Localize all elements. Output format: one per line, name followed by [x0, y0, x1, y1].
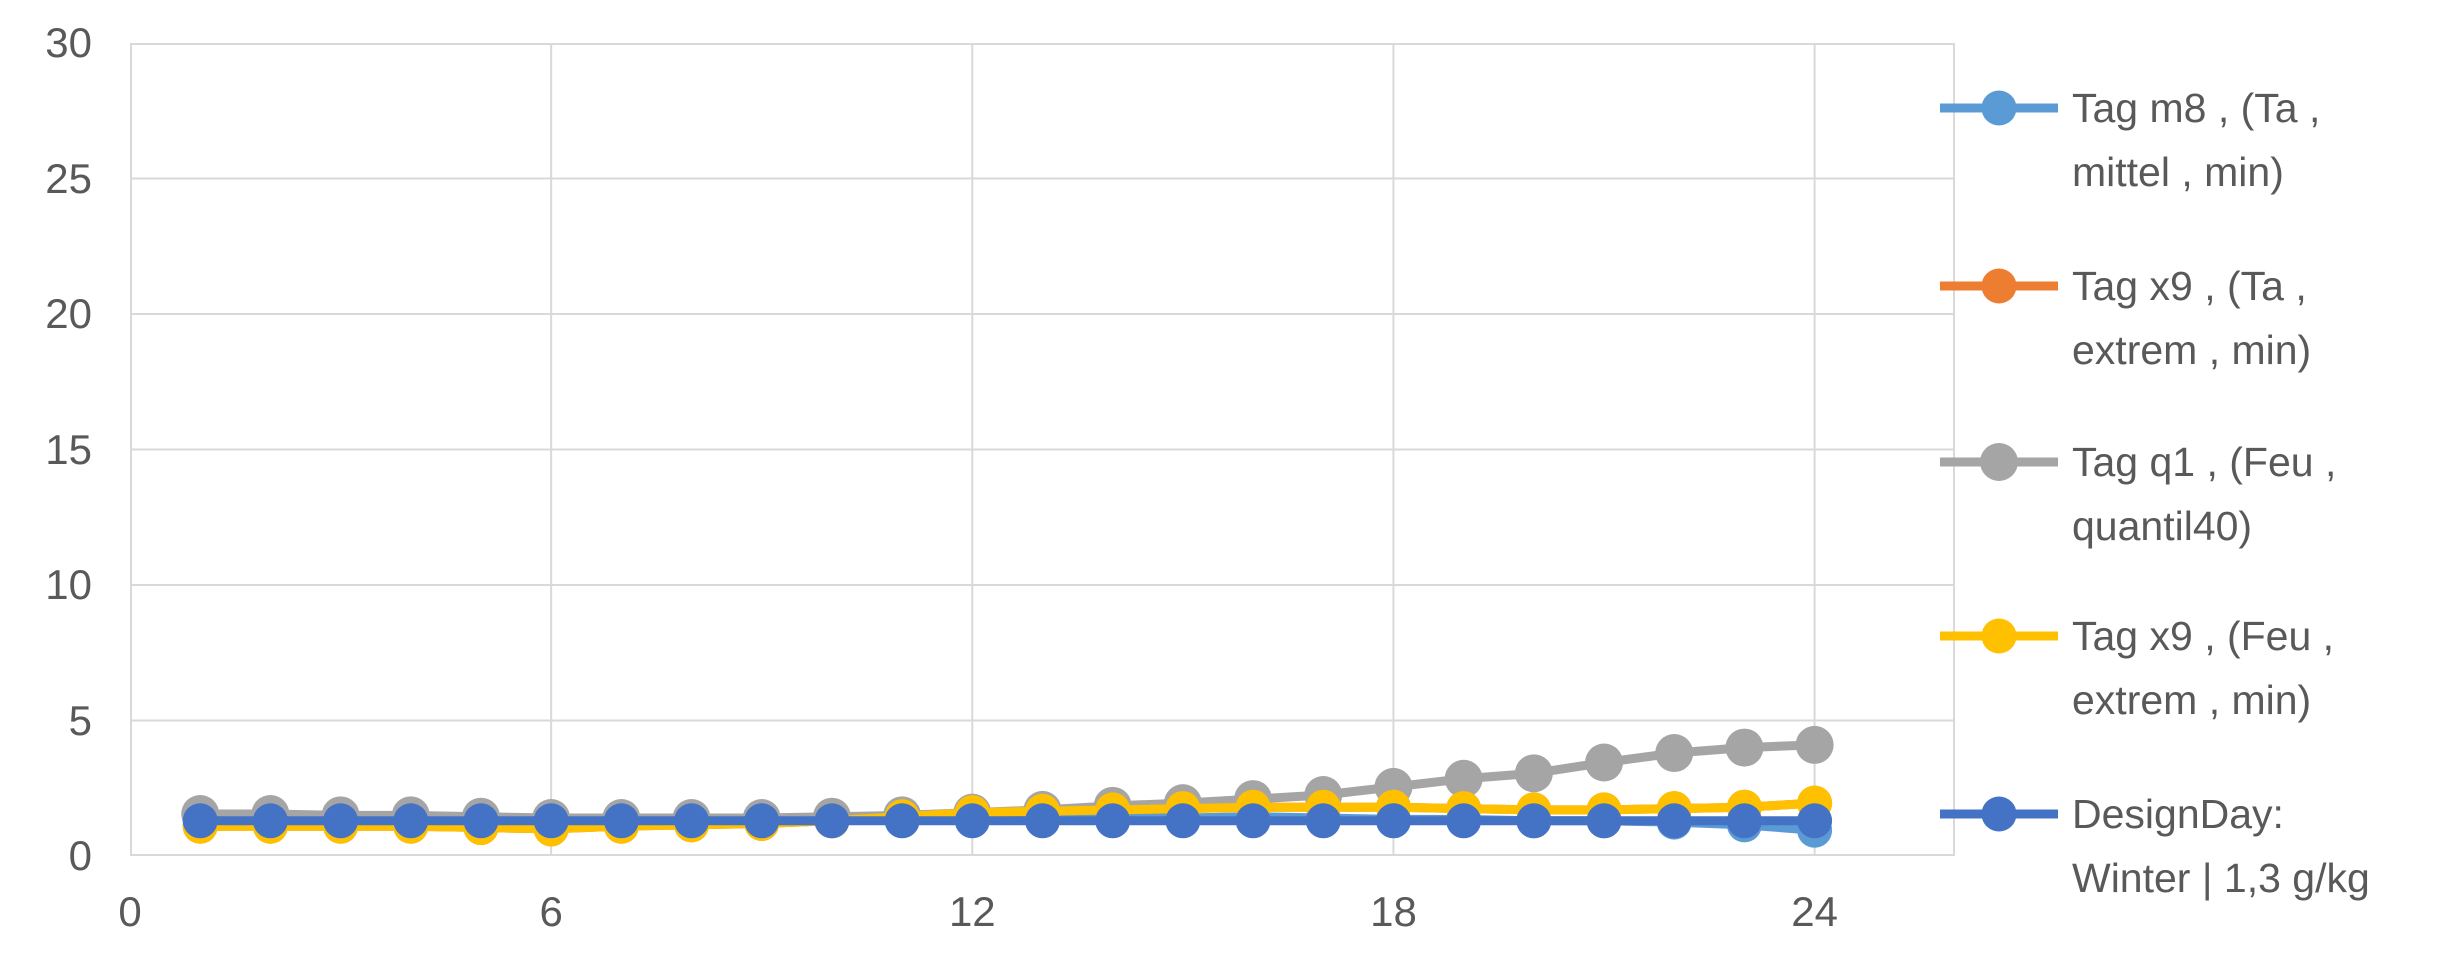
data-point-marker [814, 803, 850, 839]
data-point-marker [1375, 803, 1411, 839]
plot-area [130, 43, 1955, 856]
data-point-marker [1305, 803, 1341, 839]
legend-label-line2: Winter | 1,3 g/kg [2072, 855, 2370, 901]
plot-svg [130, 43, 1955, 856]
legend-item-tag-x9-ta: Tag x9 , (Ta , extrem , min) [1938, 254, 2311, 382]
data-point-marker [1797, 803, 1833, 839]
legend-label-line1: Tag m8 , (Ta , [2072, 85, 2321, 131]
x-tick-label: 24 [1791, 888, 1838, 935]
legend-marker-icon [1940, 443, 2058, 481]
legend-label: Tag x9 , (Ta , extrem , min) [2072, 254, 2311, 382]
data-point-marker [744, 803, 780, 839]
legend-label: Tag q1 , (Feu , quantil40) [2072, 430, 2336, 558]
legend-label-line2: quantil40) [2072, 503, 2253, 549]
data-point-marker [252, 803, 288, 839]
data-point-marker [884, 803, 920, 839]
legend-label-line1: Tag q1 , (Feu , [2072, 439, 2337, 485]
data-point-marker [1725, 728, 1764, 767]
data-point-marker [1165, 803, 1201, 839]
data-point-marker [1795, 725, 1834, 764]
data-point-marker [1446, 803, 1482, 839]
x-tick-label: 12 [948, 888, 996, 935]
legend-item-tag-q1-feu: Tag q1 , (Feu , quantil40) [1938, 430, 2336, 558]
legend-item-tag-m8-ta: Tag m8 , (Ta , mittel , min) [1938, 76, 2320, 204]
data-point-marker [1585, 743, 1624, 782]
y-tick-label: 10 [45, 561, 92, 608]
data-point-marker [1586, 803, 1622, 839]
y-tick-label: 20 [45, 290, 92, 337]
data-point-marker [533, 803, 569, 839]
x-tick-label: 6 [539, 888, 563, 935]
legend-label: DesignDay: Winter | 1,3 g/kg [2072, 782, 2370, 910]
legend-label-line1: Tag x9 , (Ta , [2072, 263, 2307, 309]
data-point-marker [1656, 803, 1692, 839]
data-point-marker [674, 803, 710, 839]
legend-item-tag-x9-feu: Tag x9 , (Feu , extrem , min) [1938, 604, 2334, 732]
legend-marker-icon [1940, 90, 2058, 126]
y-tick-label: 25 [45, 154, 92, 202]
data-point-marker [1655, 734, 1694, 773]
data-point-marker [603, 803, 639, 839]
data-point-marker [1726, 803, 1762, 839]
y-tick-label: 30 [45, 19, 92, 66]
data-point-marker [1516, 803, 1552, 839]
y-tick-label: 0 [68, 832, 92, 879]
data-point-marker [182, 803, 218, 839]
data-point-marker [1444, 759, 1483, 798]
data-point-marker [1095, 803, 1131, 839]
legend-label-line1: DesignDay: [2072, 791, 2284, 837]
legend-label: Tag m8 , (Ta , mittel , min) [2072, 76, 2320, 204]
legend-label-line2: mittel , min) [2072, 149, 2284, 195]
data-point-marker [323, 803, 359, 839]
legend-label: Tag x9 , (Feu , extrem , min) [2072, 604, 2334, 732]
data-point-marker [393, 803, 429, 839]
legend-marker-icon [1940, 618, 2058, 654]
legend-marker-icon [1940, 796, 2058, 832]
plot-border [130, 43, 1955, 856]
y-tick-label: 15 [45, 425, 92, 473]
x-tick-label: 18 [1370, 888, 1417, 935]
data-point-marker [463, 803, 499, 839]
legend-item-designday-winter: DesignDay: Winter | 1,3 g/kg [1938, 782, 2370, 910]
y-tick-label: 5 [68, 696, 92, 744]
legend-label-line1: Tag x9 , (Feu , [2072, 613, 2335, 659]
legend-marker-icon [1940, 268, 2058, 304]
legend-label-line2: extrem , min) [2072, 327, 2312, 373]
data-point-marker [1514, 754, 1553, 793]
data-point-marker [1235, 803, 1271, 839]
data-point-marker [954, 803, 990, 839]
legend: Tag m8 , (Ta , mittel , min) Tag x9 , (T… [1938, 0, 2442, 960]
legend-label-line2: extrem , min) [2072, 677, 2312, 723]
data-point-marker [1025, 803, 1060, 839]
x-tick-label: 0 [118, 888, 142, 935]
